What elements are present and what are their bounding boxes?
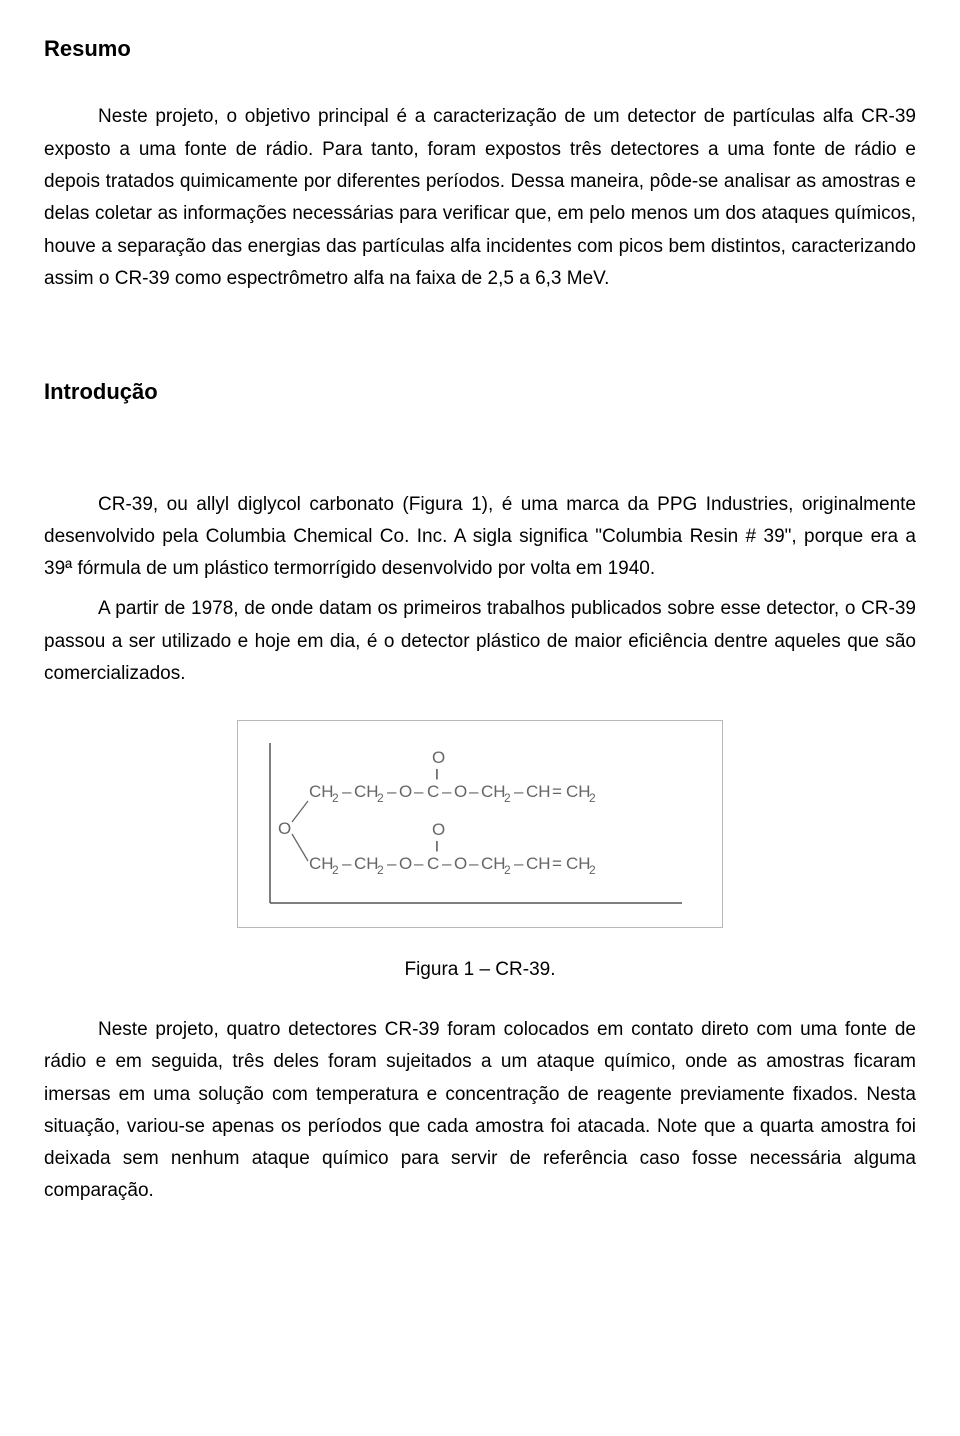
svg-text:CH: CH xyxy=(354,782,379,801)
figure-container: O O || CH 2 – CH 2 – O – C – xyxy=(44,720,916,939)
svg-text:2: 2 xyxy=(589,863,596,877)
svg-text:=: = xyxy=(552,854,562,873)
svg-text:CH: CH xyxy=(309,854,334,873)
svg-text:CH: CH xyxy=(481,854,506,873)
svg-text:–: – xyxy=(342,854,352,873)
svg-text:CH: CH xyxy=(566,782,591,801)
svg-text:–: – xyxy=(514,854,524,873)
svg-text:CH: CH xyxy=(354,854,379,873)
chemical-structure-svg: O O || CH 2 – CH 2 – O – C – xyxy=(262,739,692,909)
svg-text:CH: CH xyxy=(309,782,334,801)
svg-text:2: 2 xyxy=(504,791,511,805)
figure-box: O O || CH 2 – CH 2 – O – C – xyxy=(237,720,723,928)
svg-text:2: 2 xyxy=(377,791,384,805)
svg-text:CH: CH xyxy=(526,782,551,801)
atom-O-top2: O xyxy=(432,820,445,839)
resumo-heading: Resumo xyxy=(44,30,916,67)
svg-text:2: 2 xyxy=(504,863,511,877)
svg-text:2: 2 xyxy=(332,791,339,805)
svg-text:O: O xyxy=(399,854,412,873)
bottom-chain: CH 2 – CH 2 – O – C – O – CH 2 – CH = xyxy=(309,854,596,877)
svg-text:–: – xyxy=(442,854,452,873)
double-bond-top2: || xyxy=(435,840,438,852)
introducao-p3: Neste projeto, quatro detectores CR-39 f… xyxy=(44,1014,916,1208)
paragraph-spacer xyxy=(44,445,916,489)
svg-text:=: = xyxy=(552,782,562,801)
double-bond-top1: || xyxy=(435,768,438,780)
svg-text:–: – xyxy=(387,782,397,801)
axis-group xyxy=(270,743,682,903)
svg-text:2: 2 xyxy=(589,791,596,805)
svg-text:CH: CH xyxy=(526,854,551,873)
svg-text:CH: CH xyxy=(481,782,506,801)
formula-group: O O || CH 2 – CH 2 – O – C – xyxy=(278,748,596,877)
svg-text:O: O xyxy=(399,782,412,801)
resumo-body: Neste projeto, o objetivo principal é a … xyxy=(44,101,916,295)
svg-text:–: – xyxy=(469,854,479,873)
svg-text:C: C xyxy=(427,854,439,873)
svg-text:C: C xyxy=(427,782,439,801)
introducao-heading: Introdução xyxy=(44,373,916,410)
svg-text:–: – xyxy=(387,854,397,873)
svg-text:–: – xyxy=(414,854,424,873)
svg-text:–: – xyxy=(469,782,479,801)
svg-text:2: 2 xyxy=(332,863,339,877)
introducao-p2: A partir de 1978, de onde datam os prime… xyxy=(44,593,916,690)
atom-O-left: O xyxy=(278,819,291,838)
top-chain: CH 2 – CH 2 – O – C – O – CH 2 – CH = xyxy=(309,782,596,805)
introducao-p1: CR-39, ou allyl diglycol carbonato (Figu… xyxy=(44,489,916,586)
atom-O-top1: O xyxy=(432,748,445,767)
svg-text:CH: CH xyxy=(566,854,591,873)
svg-text:–: – xyxy=(342,782,352,801)
svg-text:–: – xyxy=(514,782,524,801)
svg-text:O: O xyxy=(454,782,467,801)
figure-caption: Figura 1 – CR-39. xyxy=(44,954,916,986)
svg-text:O: O xyxy=(454,854,467,873)
svg-text:2: 2 xyxy=(377,863,384,877)
svg-text:–: – xyxy=(442,782,452,801)
svg-text:–: – xyxy=(414,782,424,801)
section-spacer xyxy=(44,303,916,373)
